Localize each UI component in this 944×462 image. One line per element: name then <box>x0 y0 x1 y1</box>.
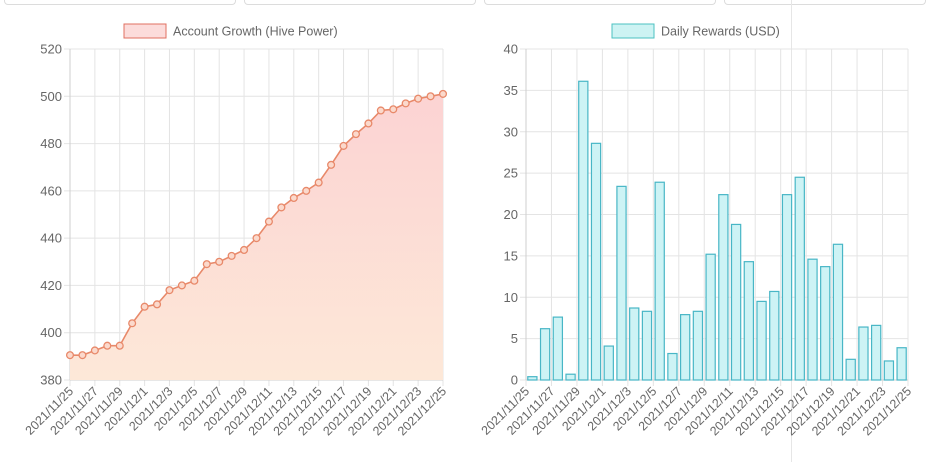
data-point <box>414 94 423 103</box>
bar <box>527 376 538 381</box>
legend-label: Account Growth (Hive Power) <box>173 25 338 39</box>
data-point <box>103 341 112 350</box>
data-point <box>364 119 373 128</box>
bar <box>807 258 818 381</box>
x-axis: 2021/11/252021/11/272021/11/292021/12/12… <box>479 384 915 438</box>
bar <box>667 352 678 381</box>
y-tick-label: 400 <box>40 325 62 340</box>
bar <box>870 324 882 381</box>
data-point <box>289 193 298 203</box>
y-tick-label: 5 <box>511 331 518 346</box>
data-point <box>339 141 348 150</box>
data-point <box>252 234 261 243</box>
tab-edge <box>724 0 926 5</box>
legend[interactable]: Account Growth (Hive Power) <box>123 23 338 39</box>
data-point <box>140 302 149 311</box>
y-tick-label: 20 <box>504 207 518 222</box>
data-point <box>389 105 398 114</box>
y-tick-label: 520 <box>40 42 62 57</box>
bar <box>679 314 691 381</box>
bar <box>603 345 614 381</box>
bar <box>845 358 856 381</box>
bar <box>539 328 551 381</box>
x-axis: 2021/11/252021/11/272021/11/292021/12/12… <box>23 384 450 438</box>
data-point <box>438 89 448 98</box>
legend[interactable]: Daily Rewards (USD) <box>611 23 780 39</box>
data-point <box>202 260 211 269</box>
bar <box>832 243 844 381</box>
legend-swatch <box>611 23 655 39</box>
data-point <box>215 257 224 266</box>
bar <box>641 310 653 381</box>
y-axis: 0 5 10 15 20 25 30 35 40 <box>504 42 518 388</box>
bar <box>565 373 576 381</box>
y-axis: 380 400 420 440 460 480 500 520 <box>40 42 62 388</box>
y-tick-label: 30 <box>504 124 518 139</box>
data-point <box>376 106 385 115</box>
account-growth-chart: Account Growth (Hive Power) 380 400 420 440… <box>23 23 450 438</box>
data-point <box>314 178 323 187</box>
legend-swatch <box>123 23 167 39</box>
bar <box>883 360 895 381</box>
bar <box>896 347 907 381</box>
data-point <box>327 160 336 169</box>
y-tick-label: 480 <box>40 136 62 151</box>
data-point <box>426 92 435 101</box>
data-point <box>65 351 75 360</box>
bar <box>578 80 589 381</box>
bar <box>769 290 780 381</box>
data-point <box>302 186 311 195</box>
bar <box>654 181 665 381</box>
bar <box>718 194 729 381</box>
y-tick-label: 25 <box>504 166 518 181</box>
y-tick-label: 35 <box>504 83 518 98</box>
data-point <box>90 346 99 355</box>
data-point <box>190 276 199 285</box>
bar <box>616 185 627 381</box>
data-point <box>351 130 361 139</box>
bar <box>756 300 767 381</box>
y-tick-label: 380 <box>40 373 62 388</box>
bar <box>858 326 869 381</box>
bar <box>552 316 564 381</box>
daily-rewards-chart: Daily Rewards (USD) 0 5 10 15 20 25 30 35 40 202… <box>479 23 915 438</box>
y-tick-label: 500 <box>40 89 62 104</box>
data-point <box>78 351 87 360</box>
y-tick-label: 0 <box>511 373 518 388</box>
top-tab-strip <box>0 0 944 6</box>
bar <box>692 310 704 381</box>
data-point <box>277 203 286 212</box>
data-point <box>227 251 236 260</box>
data-point <box>165 286 174 295</box>
tab-edge <box>4 0 236 5</box>
y-tick-label: 440 <box>40 231 62 246</box>
area-fill <box>70 93 443 381</box>
y-tick-label: 15 <box>504 248 518 263</box>
data-point <box>264 217 273 226</box>
data-points <box>65 89 448 360</box>
tab-edge <box>484 0 716 5</box>
y-tick-label: 40 <box>504 42 518 57</box>
bar <box>781 194 793 381</box>
data-point <box>401 99 410 108</box>
y-tick-label: 10 <box>504 290 518 305</box>
bar <box>705 253 716 381</box>
bar <box>629 307 640 381</box>
y-tick-label: 420 <box>40 278 62 293</box>
data-point <box>115 341 124 350</box>
data-point <box>152 300 162 309</box>
legend-label: Daily Rewards (USD) <box>661 25 780 39</box>
data-point <box>240 245 249 255</box>
bar-series <box>527 80 907 381</box>
bar <box>590 142 602 381</box>
bar <box>730 223 742 381</box>
y-tick-label: 460 <box>40 183 62 198</box>
data-point <box>128 319 137 328</box>
bar <box>794 176 805 381</box>
bar <box>743 261 755 381</box>
data-point <box>177 281 186 290</box>
tab-edge <box>244 0 476 5</box>
bar <box>820 266 831 381</box>
